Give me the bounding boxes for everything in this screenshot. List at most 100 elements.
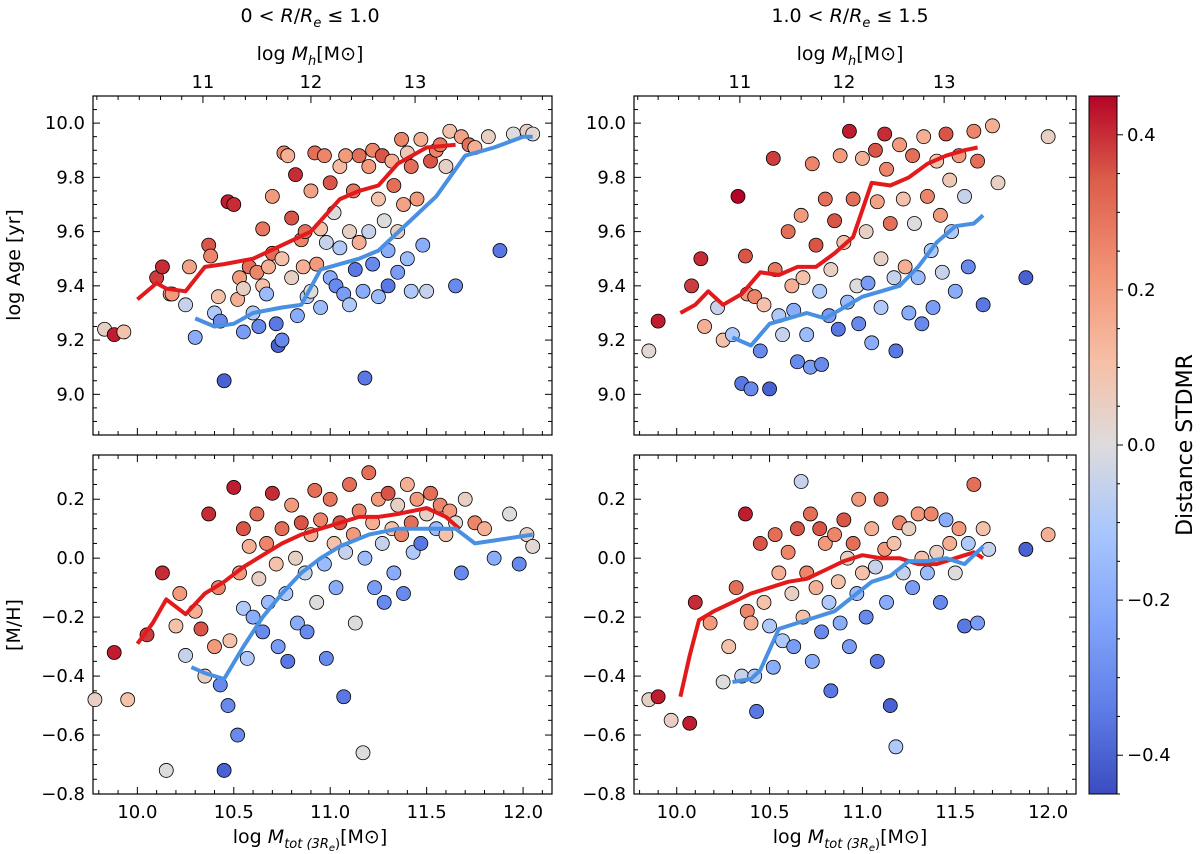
data-point (827, 527, 842, 542)
data-point (842, 639, 857, 655)
data-point (268, 556, 284, 572)
data-point (786, 639, 802, 655)
data-point (448, 278, 463, 294)
data-point (226, 480, 242, 495)
data-point (808, 237, 824, 253)
median-line-red (135, 506, 461, 645)
data-point (845, 536, 861, 551)
data-point (879, 161, 894, 177)
data-point (284, 497, 300, 513)
data-point (901, 305, 917, 321)
data-point (682, 715, 698, 731)
data-point (236, 600, 251, 616)
data-point (178, 648, 193, 663)
data-point (916, 129, 932, 145)
data-point (347, 262, 363, 277)
data-point (767, 527, 783, 542)
data-point (793, 207, 809, 223)
median-line-blue (190, 526, 534, 681)
data-point (970, 615, 985, 631)
data-point (239, 651, 255, 666)
data-point (738, 506, 753, 522)
data-point (756, 594, 772, 610)
colorbar: 0.4 0.2 0.0 −0.2 −0.4 (1088, 95, 1171, 795)
data-point (106, 645, 122, 660)
data-point (747, 289, 763, 305)
data-point (284, 270, 300, 286)
data-point (702, 615, 718, 631)
panel-metallicity-outer: 10.0 10.5 11.0 11.5 12.0 −0.8 −0.6 −0.4 −0.2 0.0 0… (582, 454, 1077, 823)
y-tick-label: 9.6 (597, 222, 626, 243)
data-point (873, 251, 889, 267)
data-point (933, 594, 948, 610)
data-point (901, 521, 917, 537)
data-point (264, 188, 280, 204)
data-point (361, 159, 377, 174)
x-tick-label: 11.0 (842, 802, 882, 823)
data-point (236, 281, 251, 296)
data-point (413, 131, 429, 147)
data-point (357, 550, 373, 566)
top-axis-label-outer: log Mh[M⊙] (797, 43, 904, 69)
data-point (415, 237, 431, 253)
data-point (236, 324, 251, 340)
data-point (858, 609, 874, 625)
data-point (830, 321, 846, 337)
data-point (775, 327, 790, 343)
data-point (396, 197, 411, 212)
data-point (830, 574, 846, 590)
data-point (836, 512, 852, 528)
data-point (299, 624, 315, 640)
data-point (947, 283, 963, 299)
data-point (361, 224, 377, 240)
data-point (193, 621, 209, 637)
data-point (752, 343, 768, 359)
data-point (255, 221, 271, 237)
panel-metallicity-inner: 10.0 10.5 11.0 11.5 12.0 −0.8 −0.6 −0.4 −0.2 0.0 0… (41, 454, 553, 823)
data-point (457, 491, 473, 507)
data-point (832, 615, 848, 631)
data-point (396, 586, 411, 601)
top-tick-label: 12 (832, 72, 855, 93)
data-point (985, 118, 1000, 134)
x-tick-label: 11.0 (310, 802, 350, 823)
data-point (864, 521, 880, 537)
data-point (280, 148, 296, 164)
data-point (453, 565, 469, 581)
y-tick-label: −0.4 (41, 666, 85, 687)
data-point (882, 216, 898, 231)
data-point (390, 264, 406, 280)
top-tick-label: 13 (933, 72, 956, 93)
data-point (172, 586, 188, 601)
x-tick-label: 10.5 (214, 802, 254, 823)
median-line-blue (732, 544, 985, 684)
data-point (663, 712, 679, 728)
data-point (756, 297, 772, 313)
data-point (376, 213, 392, 229)
data-point (762, 381, 777, 397)
panel-age-outer: 11 12 13 9.0 9.2 9.4 9.6 9.8 10.0 (586, 72, 1077, 436)
data-point (827, 213, 842, 229)
y-tick-label: 9.4 (56, 276, 85, 297)
colorbar-tick-label: 0.0 (1127, 435, 1156, 456)
data-point (895, 191, 911, 207)
data-point (355, 283, 371, 299)
data-point (155, 259, 170, 275)
data-point (851, 491, 867, 507)
data-point (780, 544, 796, 560)
data-point (236, 521, 251, 537)
data-point (721, 639, 737, 655)
data-point (799, 327, 815, 343)
data-point (351, 235, 367, 250)
data-point (486, 550, 502, 566)
data-point (879, 594, 894, 610)
x-tick-label: 10.0 (117, 802, 157, 823)
data-point (201, 506, 217, 522)
data-point (905, 148, 920, 164)
data-point (873, 491, 889, 507)
data-point (951, 521, 967, 537)
data-point (220, 698, 236, 713)
data-point (990, 175, 1006, 191)
data-point (182, 259, 197, 275)
y-tick-label: 0.2 (56, 489, 85, 510)
